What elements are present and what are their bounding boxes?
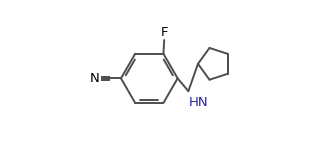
Text: N: N <box>90 72 100 85</box>
Text: F: F <box>160 26 168 39</box>
Text: HN: HN <box>189 95 209 108</box>
